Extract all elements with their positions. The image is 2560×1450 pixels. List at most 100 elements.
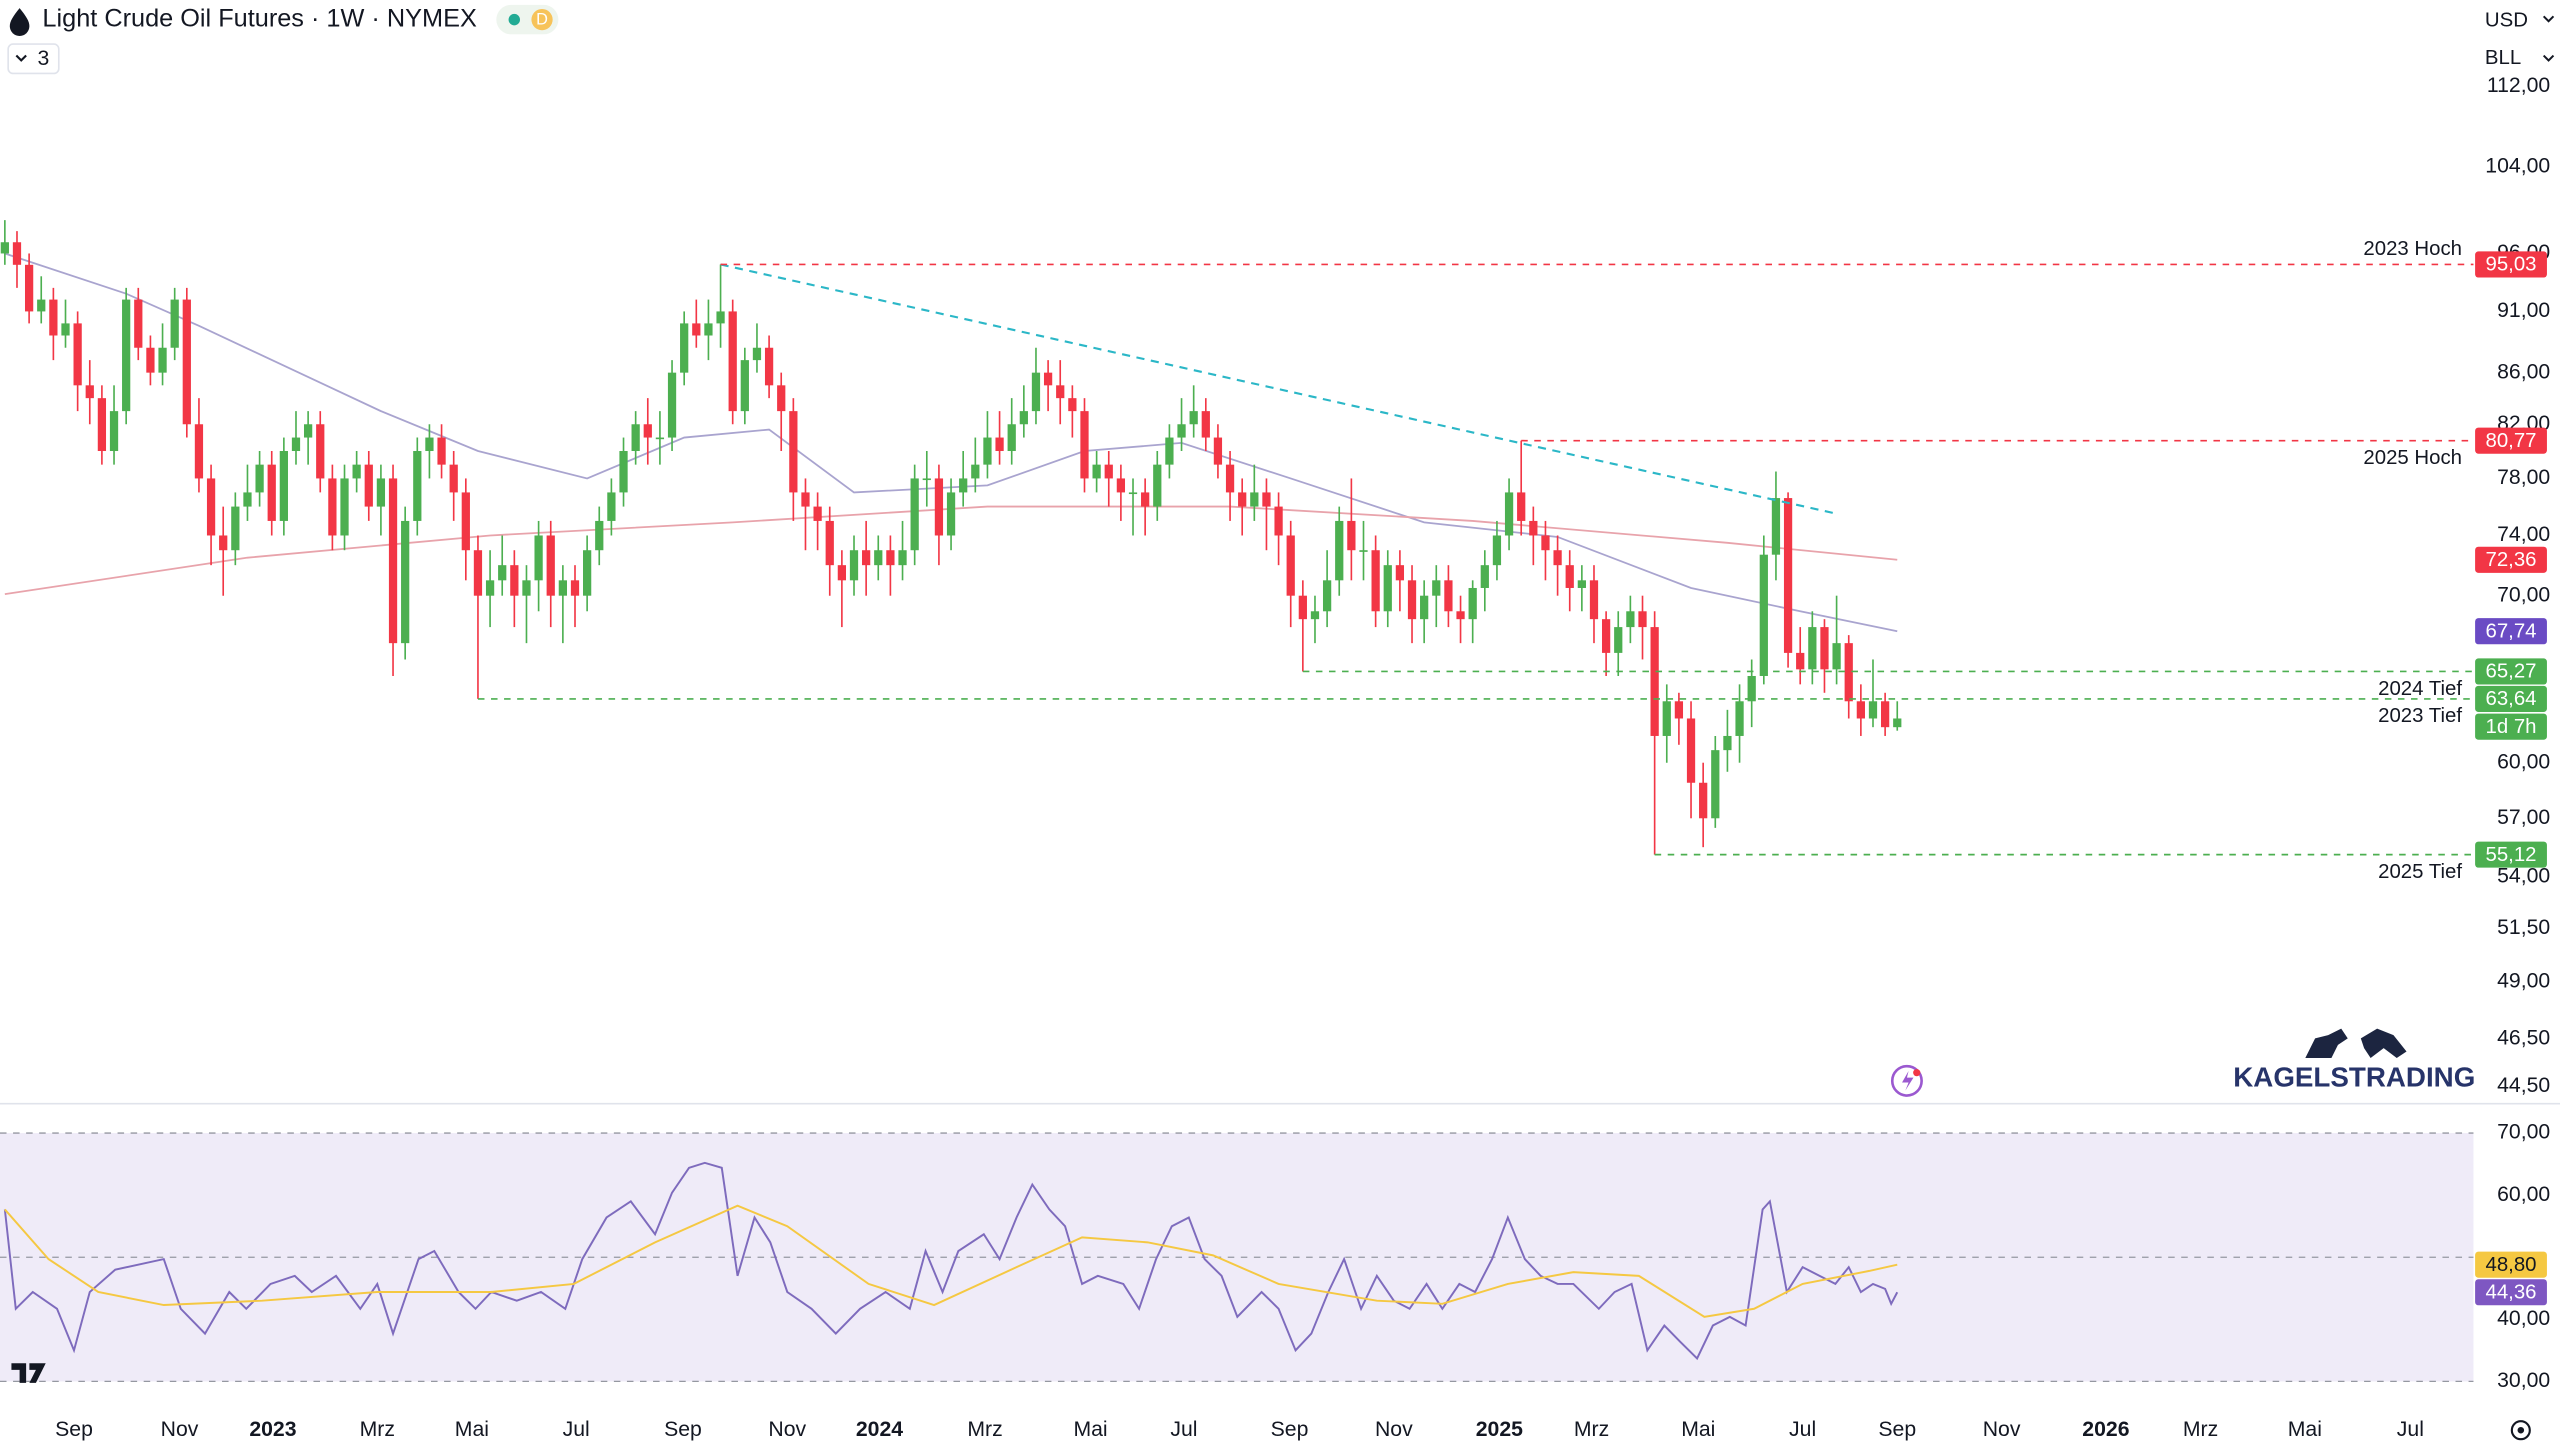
candle-body — [922, 478, 931, 481]
candle-body — [1723, 735, 1732, 751]
y-tick-label: 46,50 — [2497, 1026, 2550, 1049]
chevron — [2542, 54, 2555, 62]
candle-body — [1444, 580, 1453, 612]
candle-body — [1128, 492, 1138, 495]
candle-body — [85, 385, 94, 399]
currency-menu[interactable]: USD — [2485, 10, 2528, 32]
candle-body — [995, 437, 1004, 452]
candle-body — [510, 565, 519, 596]
candle-body — [1650, 627, 1659, 736]
price-label-box — [2475, 841, 2547, 868]
candle-body — [498, 565, 507, 581]
candle-body — [862, 550, 871, 566]
candle-body — [1614, 627, 1623, 653]
candle-body — [752, 347, 762, 361]
candle-body — [279, 451, 288, 521]
x-tick-label: 2025 — [1476, 1418, 1523, 1441]
x-tick-label: Mai — [1073, 1418, 1107, 1441]
level-name: 2024 Tief — [2378, 678, 2462, 700]
candle-body — [1322, 580, 1332, 612]
candle-body — [49, 299, 58, 336]
candle-body — [583, 550, 592, 596]
candle-body — [1626, 611, 1635, 628]
candle-body — [801, 492, 810, 507]
candle-body — [595, 520, 604, 551]
candle-body — [473, 550, 483, 596]
header-bg — [0, 0, 572, 79]
candle-body — [1711, 750, 1720, 819]
candle-body — [837, 565, 847, 581]
candle-body — [910, 478, 919, 551]
x-tick-label: 2024 — [856, 1418, 903, 1441]
candle-body — [789, 411, 798, 493]
unit-menu[interactable]: BLL — [2485, 47, 2521, 69]
x-tick-label: Jul — [1170, 1418, 1197, 1441]
y-tick-label: 91,00 — [2497, 299, 2550, 322]
candle-body — [680, 323, 689, 373]
y-tick-label: 112,00 — [2487, 74, 2550, 97]
candle-body — [97, 398, 107, 452]
x-tick-label: Mrz — [2183, 1418, 2218, 1441]
candle-body — [1080, 411, 1089, 479]
candle-body — [1759, 554, 1768, 676]
candle-body — [267, 464, 276, 521]
indicator-count[interactable]: 3 — [38, 47, 50, 70]
x-tick-label: Nov — [161, 1418, 199, 1441]
unit-bg — [2475, 0, 2560, 76]
settings-icon-core — [2517, 1426, 2525, 1434]
price-label-box — [2475, 658, 2547, 685]
chevron — [2542, 15, 2555, 23]
price-label: 72,36 — [2486, 549, 2537, 571]
candle-body — [934, 478, 944, 536]
candle-body — [1844, 643, 1853, 702]
candle-body — [1371, 550, 1380, 612]
x-tick-label: Sep — [1271, 1418, 1309, 1441]
y-tick-label: 54,00 — [2497, 864, 2550, 887]
candle-body — [728, 311, 737, 412]
price-label: 44,36 — [2486, 1281, 2537, 1303]
rsi-line — [4, 1204, 1898, 1318]
moving-average — [4, 252, 1898, 633]
candle-body — [534, 535, 543, 581]
candle-body — [1783, 498, 1793, 653]
candle-body — [667, 372, 677, 438]
candle-body — [1420, 595, 1429, 620]
candle-body — [158, 347, 167, 373]
candle-body — [1250, 492, 1259, 507]
candle-body — [1662, 701, 1671, 736]
y-tick-label: 70,00 — [2497, 1121, 2550, 1144]
price-label: 67,74 — [2486, 620, 2537, 642]
candle-body — [1686, 718, 1696, 783]
candle-body — [1638, 611, 1647, 628]
indicators-toggle[interactable] — [7, 43, 60, 75]
candle-body — [1238, 492, 1247, 507]
candle-body — [1043, 372, 1053, 386]
x-tick-label: Mai — [2288, 1418, 2322, 1441]
candle-body — [1068, 398, 1077, 412]
candle-body — [1517, 492, 1526, 521]
candle-body — [61, 323, 70, 336]
candle-body — [1541, 535, 1550, 551]
candle-body — [1577, 580, 1586, 588]
candle-body — [971, 464, 980, 479]
candle-body — [740, 360, 749, 412]
candle-body — [303, 424, 313, 438]
candle-body — [886, 550, 895, 566]
candle-body — [1310, 611, 1320, 620]
candle-body — [73, 323, 82, 386]
candle-body — [12, 242, 22, 265]
symbol-title[interactable]: Light Crude Oil Futures · 1W · NYMEX — [42, 4, 477, 32]
symbol-icon — [9, 8, 30, 36]
settings-icon[interactable] — [2510, 1420, 2531, 1441]
alert-icon[interactable] — [1890, 1064, 1923, 1097]
y-tick-label: 60,00 — [2497, 1183, 2550, 1206]
candle-body — [1225, 464, 1235, 493]
candle-body — [401, 520, 410, 644]
candle-body — [1153, 464, 1162, 507]
price-label-box — [2475, 546, 2547, 573]
candle-body — [1298, 595, 1307, 620]
x-tick-label: Mai — [455, 1418, 489, 1441]
candle-body — [170, 299, 179, 348]
x-tick-label: Nov — [1375, 1418, 1413, 1441]
candle-body — [631, 424, 640, 452]
